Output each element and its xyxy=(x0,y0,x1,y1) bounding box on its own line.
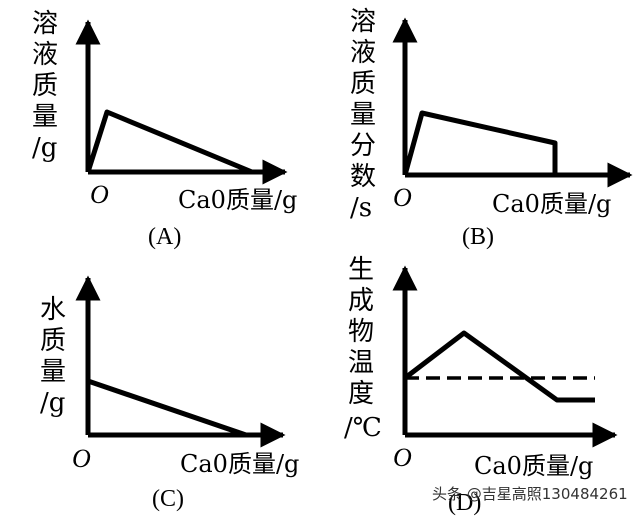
panel-b-y-char: 量 xyxy=(350,100,376,130)
panel-a-y-char: 溶 xyxy=(32,9,58,39)
panel-d-curve xyxy=(403,330,595,403)
panel-c-origin: O xyxy=(72,444,91,473)
panel-d-y-label: 生 成 物 温 度 /℃ xyxy=(344,255,382,443)
panel-b-y-label: 溶 液 质 量 分 数 /s xyxy=(350,7,384,223)
panel-a-origin: O xyxy=(90,180,109,209)
panel-b-y-char: 数 xyxy=(350,162,376,192)
panel-a-y-char: 质 xyxy=(32,71,58,101)
panel-d: 生 成 物 温 度 /℃ O Ca0质量/g (D) xyxy=(344,255,618,516)
panel-c-caption: (C) xyxy=(152,486,184,512)
panel-b-x-label: Ca0质量/g xyxy=(492,190,611,218)
panel-b-curve xyxy=(402,110,558,176)
panel-b: 溶 液 质 量 分 数 /s O Ca0质量/g (B) xyxy=(350,7,633,250)
panel-d-y-char: 物 xyxy=(348,317,374,347)
panel-b-y-char: 溶 xyxy=(350,7,376,37)
panel-c-line xyxy=(87,378,247,438)
panel-d-y-char: 生 xyxy=(348,255,374,285)
panel-d-origin: O xyxy=(393,443,412,472)
panel-c-y-char: 水 xyxy=(40,295,66,325)
panel-d-y-char: 度 xyxy=(348,379,374,409)
panel-c-y-char: 量 xyxy=(40,357,66,387)
panel-c: 水 质 量 /g O Ca0质量/g (C) xyxy=(40,275,299,512)
panel-b-caption: (B) xyxy=(462,224,494,250)
panel-b-y-char: /s xyxy=(350,193,372,223)
panel-c-y-char: /g xyxy=(40,388,65,418)
panel-c-x-label: Ca0质量/g xyxy=(180,450,299,478)
panel-a-y-char: /g xyxy=(32,133,57,163)
panel-a-y-label: 溶 液 质 量 /g xyxy=(32,9,66,163)
panel-d-x-label: Ca0质量/g xyxy=(474,452,593,480)
panel-c-y-label: 水 质 量 /g xyxy=(40,295,74,418)
panel-a: 溶 液 质 量 /g O Ca0质量/g (A) xyxy=(32,9,297,250)
panel-b-y-char: 质 xyxy=(350,69,376,99)
watermark-text: 头条 @吉星高照130484261 xyxy=(432,485,628,503)
panel-a-y-char: 液 xyxy=(32,40,58,70)
panel-d-y-char: 温 xyxy=(348,348,374,378)
panel-c-y-char: 质 xyxy=(40,326,66,356)
panel-d-y-char: /℃ xyxy=(344,413,382,443)
panel-a-x-label: Ca0质量/g xyxy=(178,186,297,214)
panel-b-origin: O xyxy=(393,183,412,212)
panel-a-y-char: 量 xyxy=(32,102,58,132)
panel-a-caption: (A) xyxy=(148,224,181,250)
panel-a-curve xyxy=(85,109,253,175)
panel-b-y-char: 液 xyxy=(350,38,376,68)
panel-b-y-char: 分 xyxy=(350,131,376,161)
panel-d-caption: (D) xyxy=(448,490,481,516)
panel-d-y-char: 成 xyxy=(348,286,374,316)
